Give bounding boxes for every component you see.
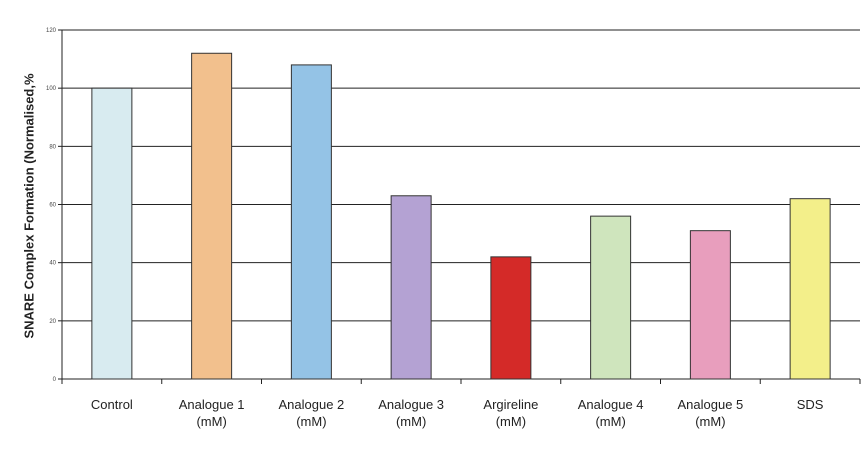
y-tick-label: 100	[46, 86, 57, 92]
y-tick-label: 40	[49, 261, 56, 267]
x-tick-label: Analogue 3 (mM)	[378, 397, 444, 429]
bar	[689, 230, 731, 380]
bar	[590, 215, 632, 380]
y-tick-label: 120	[46, 28, 57, 34]
x-tick-label: Analogue 4 (mM)	[578, 397, 644, 429]
x-tick-label-line: Analogue 3	[378, 397, 444, 412]
bar	[290, 64, 332, 380]
x-tick-label-line: (mM)	[496, 414, 526, 429]
y-tick-label: 0	[53, 377, 57, 383]
x-tick-label-line: Analogue 1	[179, 397, 245, 412]
bar	[789, 198, 831, 380]
bar	[490, 256, 532, 380]
bar	[91, 87, 133, 380]
x-tick-label-line: Analogue 2	[278, 397, 344, 412]
x-tick-label-line: SDS	[797, 397, 824, 412]
x-tick-label-line: (mM)	[396, 414, 426, 429]
x-tick-label: Control	[91, 397, 133, 412]
y-tick-label: 80	[49, 144, 56, 150]
x-tick-label-line: (mM)	[296, 414, 326, 429]
x-tick-label-line: (mM)	[196, 414, 226, 429]
x-tick-label: Analogue 2 (mM)	[278, 397, 344, 429]
x-tick-label: Argireline (mM)	[483, 397, 538, 429]
x-tick-label-line: (mM)	[695, 414, 725, 429]
x-tick-label: SDS	[797, 397, 824, 412]
x-tick-label: Analogue 5 (mM)	[677, 397, 743, 429]
bar	[390, 195, 432, 380]
x-tick-label-line: Analogue 5	[677, 397, 743, 412]
x-tick-label-line: Control	[91, 397, 133, 412]
x-tick-label-line: (mM)	[595, 414, 625, 429]
y-tick-label: 20	[49, 319, 56, 325]
x-tick-label-line: Analogue 4	[578, 397, 644, 412]
bar	[191, 52, 233, 380]
x-tick-label-line: Argireline	[483, 397, 538, 412]
y-tick-label: 60	[49, 203, 56, 209]
x-tick-label: Analogue 1 (mM)	[179, 397, 245, 429]
